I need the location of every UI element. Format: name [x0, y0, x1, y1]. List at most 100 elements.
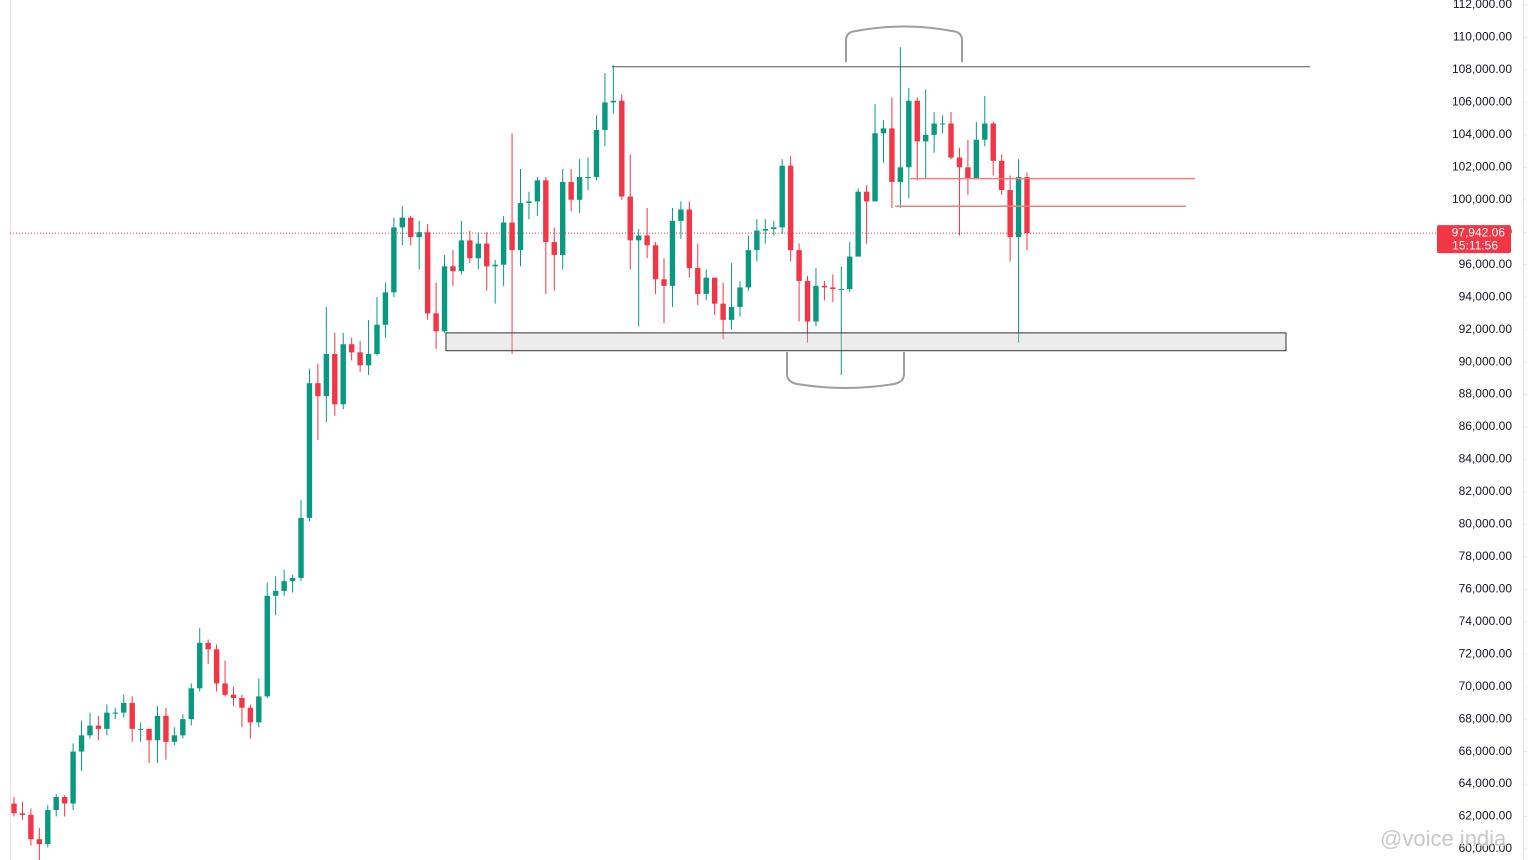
y-tick-label: 102,000.00	[1452, 159, 1512, 173]
candle-body	[872, 133, 878, 202]
candle-body	[897, 167, 904, 182]
candle-body	[635, 235, 642, 241]
candle-body	[787, 165, 794, 251]
candle-body	[180, 719, 186, 736]
candle-body	[973, 139, 980, 179]
candle-body	[593, 129, 600, 178]
candle-body	[424, 232, 431, 314]
candle-body	[340, 344, 346, 405]
candle-body	[686, 209, 693, 268]
y-tick-label: 106,000.00	[1452, 95, 1512, 109]
y-tick-label: 108,000.00	[1452, 62, 1512, 76]
candle-body	[441, 266, 448, 332]
candle-body	[779, 165, 785, 228]
y-tick-label: 80,000.00	[1459, 517, 1513, 531]
candle-body	[272, 590, 279, 596]
candle-body	[112, 712, 118, 714]
y-tick-label: 68,000.00	[1459, 711, 1513, 725]
candle-body	[348, 344, 355, 353]
candle-body	[247, 707, 254, 723]
candle-body	[804, 280, 811, 322]
candle-body	[239, 698, 245, 708]
candle-body	[669, 220, 676, 286]
top-bracket	[845, 25, 963, 62]
candle-body	[728, 306, 735, 320]
candle-body	[137, 728, 144, 730]
candle-body	[990, 123, 996, 161]
candle-body	[610, 100, 617, 103]
candle-body	[661, 279, 667, 286]
y-tick-label: 92,000.00	[1459, 322, 1513, 336]
y-tick-label: 72,000.00	[1459, 646, 1513, 660]
candle-body	[695, 267, 701, 294]
candle-body	[923, 134, 929, 142]
y-tick-label: 64,000.00	[1459, 776, 1513, 790]
candle-body	[543, 180, 549, 242]
candle-body	[711, 277, 718, 304]
candle-body	[408, 217, 414, 238]
candle-body	[619, 100, 625, 197]
candle-body	[560, 181, 566, 255]
candle-body	[880, 128, 887, 134]
candle-body	[315, 383, 321, 397]
candle-body	[484, 243, 490, 267]
candle-body	[762, 228, 769, 231]
candle-body	[19, 813, 26, 815]
candle-body	[78, 735, 85, 752]
candle-body	[906, 100, 912, 168]
y-tick-label: 104,000.00	[1452, 127, 1512, 141]
candle-body	[703, 277, 709, 294]
candle-body	[256, 696, 262, 723]
candle-body	[475, 243, 481, 259]
candle-body	[948, 123, 954, 158]
candle-body	[45, 810, 51, 845]
candle-body	[965, 167, 971, 179]
candle-body	[652, 245, 659, 280]
candle-body	[171, 735, 178, 742]
candle-body	[230, 694, 237, 699]
candle-body	[357, 352, 363, 366]
candle-body	[281, 581, 287, 591]
candle-body	[323, 353, 330, 397]
candle-body	[830, 287, 836, 290]
candle-body	[644, 235, 650, 246]
candle-body	[399, 217, 406, 228]
y-tick-label: 62,000.00	[1459, 809, 1513, 823]
candle-body	[433, 313, 439, 332]
price-label: 97,942.06	[1452, 225, 1506, 239]
candle-body	[1015, 177, 1022, 238]
candle-body	[306, 383, 313, 518]
candle-body	[551, 241, 557, 255]
candle-body	[914, 100, 920, 142]
candle-body	[416, 232, 422, 238]
candle-body	[289, 577, 296, 582]
y-tick-label: 66,000.00	[1459, 744, 1513, 758]
candle-body	[627, 196, 633, 241]
candle-body	[374, 324, 380, 354]
candle-body	[104, 712, 110, 729]
candle-body	[154, 715, 161, 741]
candle-body	[382, 292, 389, 325]
candle-body	[222, 683, 228, 695]
y-tick-label: 82,000.00	[1459, 484, 1513, 498]
y-tick-label: 100,000.00	[1452, 192, 1512, 206]
candle-body	[11, 803, 17, 814]
watermark: @voice india	[1380, 826, 1507, 851]
candle-body	[998, 160, 1005, 191]
candle-body	[1007, 190, 1013, 238]
support-zone	[445, 332, 1287, 352]
y-tick-label: 84,000.00	[1459, 452, 1513, 466]
candle-body	[720, 303, 726, 320]
y-tick-label: 110,000.00	[1453, 30, 1512, 44]
y-tick-label: 60,000.00	[1459, 841, 1513, 855]
candle-body	[889, 128, 895, 182]
candle-body	[205, 642, 211, 650]
candle-body	[53, 797, 59, 811]
candle-body	[737, 287, 743, 307]
candle-body	[931, 123, 937, 135]
y-tick-label: 88,000.00	[1459, 387, 1513, 401]
candle-body	[298, 517, 304, 578]
bottom-bracket	[786, 352, 905, 389]
candle-body	[129, 702, 135, 729]
